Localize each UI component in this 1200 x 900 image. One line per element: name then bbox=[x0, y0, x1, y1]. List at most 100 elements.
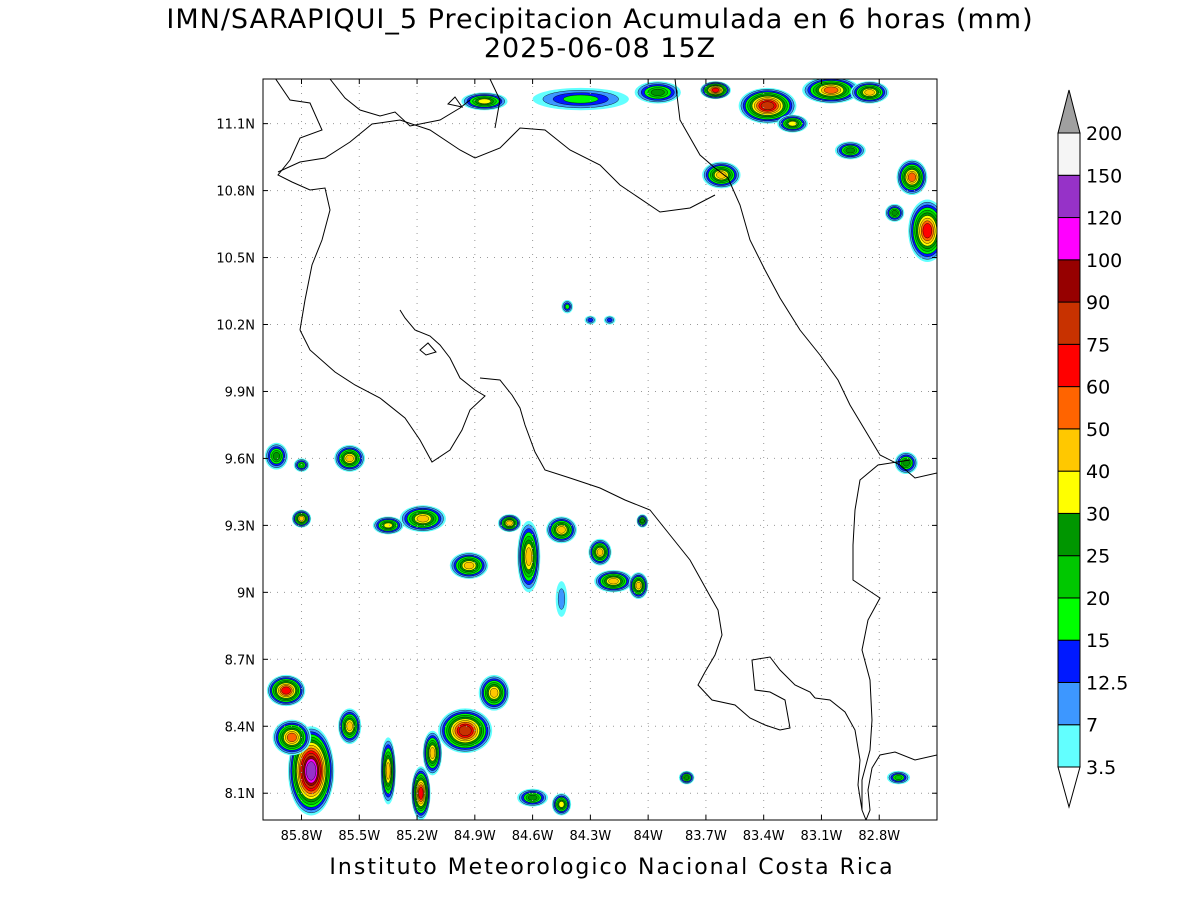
rain-cell bbox=[834, 141, 866, 160]
rain-contour-band bbox=[891, 210, 898, 216]
rain-cell bbox=[532, 87, 629, 111]
rain-cell bbox=[628, 572, 649, 600]
lon-tick-label: 84W bbox=[633, 829, 663, 844]
lat-tick-label: 10.2N bbox=[216, 319, 255, 334]
rain-contour-band bbox=[525, 547, 532, 566]
map-datetime: 2025-06-08 15Z bbox=[483, 33, 717, 64]
map-axes: 85.8W 85.5W 85.2W 84.9W 84.6W 84.3W 84W 83.7W 83… bbox=[216, 79, 937, 844]
lon-tick-label: 84.9W bbox=[454, 829, 496, 844]
rain-contour-band bbox=[429, 747, 436, 759]
rain-contour-band bbox=[286, 732, 297, 742]
lon-tick-label: 83.1W bbox=[801, 829, 843, 844]
rain-cell bbox=[264, 442, 289, 470]
lat-tick-label: 10.8N bbox=[216, 185, 255, 200]
rain-cell bbox=[478, 674, 510, 711]
rain-cell bbox=[603, 315, 616, 325]
pacific-coast-central bbox=[479, 377, 816, 731]
rain-cell bbox=[293, 458, 310, 472]
rain-contour-band bbox=[346, 721, 353, 732]
rain-contour-band bbox=[506, 520, 513, 526]
lon-tick-label: 85.8W bbox=[281, 829, 323, 844]
lat-tick-label: 8.4N bbox=[225, 720, 255, 735]
colorbar-label: 30 bbox=[1086, 503, 1110, 525]
rain-contour-band bbox=[477, 98, 491, 104]
rain-cell bbox=[738, 87, 797, 124]
rain-cell bbox=[266, 674, 306, 707]
rain-contour-band bbox=[894, 775, 903, 780]
lat-tick-label: 10.5N bbox=[216, 252, 255, 267]
lat-tick-label: 8.1N bbox=[225, 787, 255, 802]
rain-cell bbox=[634, 81, 681, 104]
rain-cell bbox=[461, 92, 508, 111]
rain-contour-band bbox=[458, 725, 472, 736]
lon-tick-label: 84.6W bbox=[512, 829, 554, 844]
rain-contour-band bbox=[922, 223, 933, 239]
rain-contour-band bbox=[907, 172, 916, 182]
rain-contour-band bbox=[345, 454, 354, 463]
rain-cell bbox=[561, 299, 574, 314]
lon-tick-label: 83.7W bbox=[685, 829, 727, 844]
rain-cell bbox=[594, 570, 633, 593]
rain-contour-band bbox=[684, 775, 690, 780]
colorbar-swatch bbox=[1057, 555, 1081, 599]
colorbar-swatch bbox=[1057, 217, 1081, 261]
rain-contour-band bbox=[418, 786, 424, 800]
lat-tick-label: 11.1N bbox=[216, 118, 255, 133]
rain-contour-band bbox=[272, 452, 281, 461]
colorbar-swatch bbox=[1057, 470, 1081, 514]
colorbar-label: 75 bbox=[1086, 334, 1110, 356]
rain-cell bbox=[497, 514, 522, 533]
rain-cell bbox=[380, 737, 396, 805]
lat-tick-label: 9.6N bbox=[225, 452, 255, 467]
nicaragua-coast bbox=[263, 79, 331, 331]
rain-cell bbox=[896, 159, 928, 196]
colorbar-swatch bbox=[1057, 301, 1081, 345]
lat-tick-label: 9.9N bbox=[225, 385, 255, 400]
lat-tick-label: 9.3N bbox=[225, 519, 255, 534]
colorbar-swatch bbox=[1057, 681, 1081, 726]
rain-contour-band bbox=[596, 548, 604, 556]
colorbar-label: 15 bbox=[1086, 630, 1110, 652]
rain-cell bbox=[886, 770, 911, 785]
rain-cell bbox=[272, 719, 312, 756]
colorbar-label: 120 bbox=[1086, 208, 1122, 230]
rain-contour-band bbox=[416, 515, 429, 523]
rain-contour-band bbox=[383, 522, 393, 529]
rain-contour-band bbox=[385, 762, 391, 780]
rain-cell bbox=[885, 203, 905, 222]
rain-contour-band bbox=[845, 147, 856, 154]
rain-contour-band bbox=[489, 688, 499, 698]
colorbar-swatch bbox=[1057, 174, 1081, 219]
map-frame bbox=[262, 78, 938, 821]
rain-cell bbox=[802, 79, 860, 104]
precipitation-field bbox=[264, 79, 937, 820]
rain-cell bbox=[517, 788, 549, 807]
rain-cell bbox=[422, 730, 443, 776]
lon-tick-label: 82.8W bbox=[858, 829, 900, 844]
island-small bbox=[446, 96, 464, 108]
colorbar-label: 12.5 bbox=[1086, 672, 1128, 694]
rain-contour-band bbox=[760, 101, 775, 111]
colorbar-label: 50 bbox=[1086, 419, 1110, 441]
rain-cell bbox=[551, 793, 572, 816]
colorbar-label: 60 bbox=[1086, 377, 1110, 399]
lon-tick-label: 84.3W bbox=[569, 829, 611, 844]
rain-cell bbox=[372, 516, 404, 535]
border-cr-panama bbox=[852, 459, 911, 810]
rain-contour-band bbox=[527, 794, 538, 801]
colorbar-label: 3.5 bbox=[1086, 757, 1116, 779]
lake-outline bbox=[329, 79, 471, 127]
colorbar-swatch bbox=[1057, 724, 1081, 768]
rain-contour-band bbox=[564, 304, 570, 310]
caribbean-coast bbox=[674, 79, 937, 479]
rain-cell bbox=[449, 552, 489, 579]
colorbar-label: 200 bbox=[1086, 123, 1122, 145]
rain-contour-band bbox=[650, 88, 665, 96]
rain-contour-band bbox=[557, 588, 566, 610]
border-cr-nicaragua bbox=[277, 119, 716, 213]
rain-cell bbox=[678, 770, 695, 785]
rain-cell bbox=[777, 114, 808, 133]
colorbar-label: 150 bbox=[1086, 165, 1122, 187]
colorbar-label: 25 bbox=[1086, 546, 1110, 568]
